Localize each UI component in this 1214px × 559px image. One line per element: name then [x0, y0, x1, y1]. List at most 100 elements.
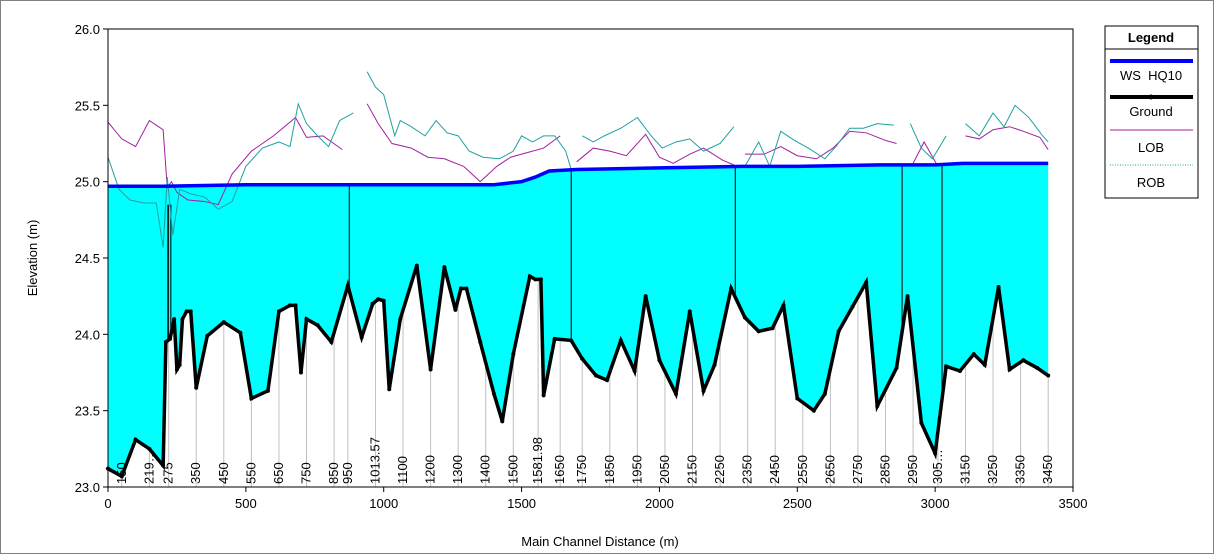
lob-line [366, 103, 561, 183]
ground-point [687, 309, 692, 314]
ground-point [370, 301, 375, 306]
ground-point [673, 391, 678, 396]
ground-point [756, 329, 761, 334]
x-tick-label: 2500 [783, 496, 812, 511]
ground-point [919, 420, 924, 425]
station-label: 1300 [450, 455, 465, 484]
ground-point [770, 326, 775, 331]
y-tick-label: 24.5 [75, 251, 100, 266]
ground-point [657, 358, 662, 363]
ground-point [172, 317, 177, 322]
station-label: 1100 [395, 456, 410, 484]
ground-point [249, 396, 254, 401]
y-tick-label: 25.0 [75, 175, 100, 190]
station-label: 650 [271, 462, 286, 484]
y-tick-label: 24.0 [75, 327, 100, 342]
ground-point [177, 362, 182, 367]
station-label: 850 [326, 462, 341, 484]
station-label: 750 [299, 462, 314, 484]
station-label: 1013.57 [367, 437, 382, 484]
ground-point [1007, 367, 1012, 372]
ground-point [894, 365, 899, 370]
ground-point [971, 352, 976, 357]
lob-line [576, 133, 735, 166]
rob-line [909, 123, 947, 160]
ground-point [1035, 365, 1040, 370]
rob-line [107, 102, 354, 248]
ground-point [161, 463, 166, 468]
ground-point [836, 329, 841, 334]
station-label: 950 [340, 462, 355, 484]
legend: Legend WS HQ10 Ground LOB ROB [1104, 25, 1199, 199]
ground-point [442, 265, 447, 270]
ground-point [594, 373, 599, 378]
ground-point [618, 338, 623, 343]
ground-point [329, 339, 334, 344]
ground-point [552, 336, 557, 341]
lob-line [912, 140, 939, 167]
ground-point [194, 385, 199, 390]
ground-point [133, 437, 138, 442]
ground-point [822, 391, 827, 396]
ground-point [643, 294, 648, 299]
station-label: 1950 [629, 455, 644, 484]
ground-point [500, 419, 505, 424]
ground-point [605, 378, 610, 383]
ground-point [850, 304, 855, 309]
ground-point [538, 277, 543, 282]
ground-point [221, 320, 226, 325]
ground-point [541, 393, 546, 398]
rob-line [744, 123, 894, 168]
ground-point [276, 309, 281, 314]
ground-point [147, 446, 152, 451]
legend-ws-label: WS HQ10 [1120, 68, 1182, 83]
ground-point [527, 274, 532, 279]
y-tick-label: 25.5 [75, 98, 100, 113]
station-label: 1581.98 [530, 437, 545, 484]
ground-point [238, 330, 243, 335]
station-label: 219… [141, 449, 156, 484]
ground-point [174, 367, 179, 372]
station-label: 2350 [740, 455, 755, 484]
rob-line [366, 71, 572, 170]
station-label: 2150 [685, 455, 700, 484]
ground-point [293, 303, 298, 308]
lob-line [744, 130, 897, 160]
ground-point [299, 370, 303, 375]
ground-point [875, 404, 880, 409]
legend-ground-marker [1148, 94, 1154, 100]
ground-point [982, 362, 987, 367]
station-label: 3150 [957, 455, 972, 484]
ground-point [304, 317, 309, 322]
station-label: 2250 [712, 455, 727, 484]
ground-point [414, 263, 419, 268]
ground-point [1021, 358, 1026, 363]
station-label: 2850 [878, 455, 893, 484]
y-tick-label: 23.5 [75, 404, 100, 419]
ground-point [729, 286, 734, 291]
station-label: 2550 [795, 455, 810, 484]
ground-point [742, 315, 747, 320]
ground-point [428, 367, 433, 372]
station-label: 450 [216, 462, 231, 484]
station-label: 550 [243, 462, 258, 484]
x-tick-label: 1000 [369, 496, 398, 511]
x-axis-label: Main Channel Distance (m) [521, 534, 679, 549]
ground-point [265, 388, 270, 393]
x-tick-label: 3000 [921, 496, 950, 511]
ground-point [905, 294, 910, 299]
station-label: 2650 [822, 455, 837, 484]
ground-point [188, 309, 193, 314]
ground-point [119, 474, 124, 479]
ws-line [108, 161, 1049, 188]
rob-line [581, 116, 735, 152]
x-tick-label: 3500 [1059, 496, 1088, 511]
ground-point [781, 303, 786, 308]
x-tick-label: 0 [104, 496, 111, 511]
ground-point [580, 356, 585, 361]
ground-point [632, 368, 637, 373]
ground-point [359, 335, 364, 340]
legend-title: Legend [1128, 30, 1174, 45]
